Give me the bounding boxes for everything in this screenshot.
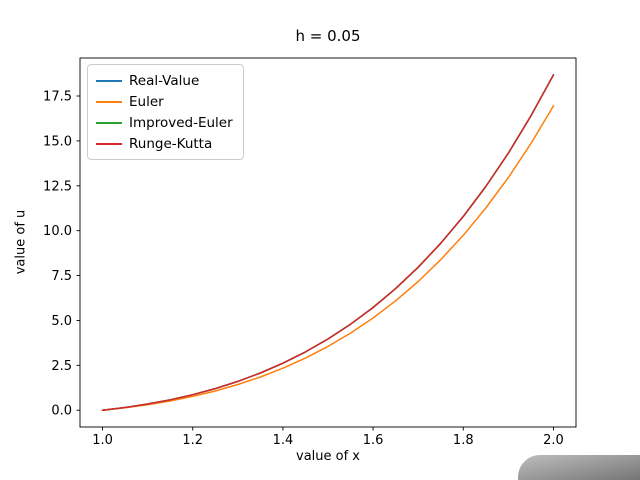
y-tick-label: 12.5 xyxy=(43,179,72,194)
legend-label-euler: Euler xyxy=(129,93,164,110)
x-tick-label: 1.4 xyxy=(273,433,294,448)
legend-label-runge-kutta: Runge-Kutta xyxy=(129,135,213,152)
y-tick-label: 17.5 xyxy=(43,90,72,105)
legend-entry-runge-kutta: Runge-Kutta xyxy=(96,133,233,154)
x-tick-label: 1.8 xyxy=(453,433,474,448)
y-tick-label: 5.0 xyxy=(51,314,72,329)
y-tick-label: 2.5 xyxy=(51,359,72,374)
legend-entry-real-value: Real-Value xyxy=(96,70,233,91)
legend-line-runge-kutta xyxy=(96,142,122,145)
y-tick-label: 7.5 xyxy=(51,269,72,284)
series-line-runge-kutta xyxy=(101,74,555,411)
legend-entry-euler: Euler xyxy=(96,91,233,112)
x-tick-label: 1.0 xyxy=(92,433,113,448)
x-axis-label: value of x xyxy=(296,449,360,464)
legend-line-euler xyxy=(96,100,122,103)
x-tick-label: 1.6 xyxy=(363,433,384,448)
series-line-euler xyxy=(101,105,555,411)
legend-label-real-value: Real-Value xyxy=(129,72,200,89)
legend-label-improved-euler: Improved-Euler xyxy=(129,114,233,131)
screen-artifact xyxy=(518,455,640,480)
x-tick-label: 1.2 xyxy=(182,433,203,448)
chart-title: h = 0.05 xyxy=(295,27,361,45)
axes-frame xyxy=(79,57,577,428)
legend-line-real-value xyxy=(96,79,122,82)
y-tick-label: 10.0 xyxy=(43,224,72,239)
legend-entry-improved-euler: Improved-Euler xyxy=(96,112,233,133)
legend: Real-Value Euler Improved-Euler Runge-Ku… xyxy=(87,64,244,160)
x-tick-label: 2.0 xyxy=(543,433,564,448)
y-axis-label: value of u xyxy=(13,209,29,275)
y-tick-label: 0.0 xyxy=(51,404,72,419)
y-tick-label: 15.0 xyxy=(43,134,72,149)
legend-line-improved-euler xyxy=(96,121,122,124)
